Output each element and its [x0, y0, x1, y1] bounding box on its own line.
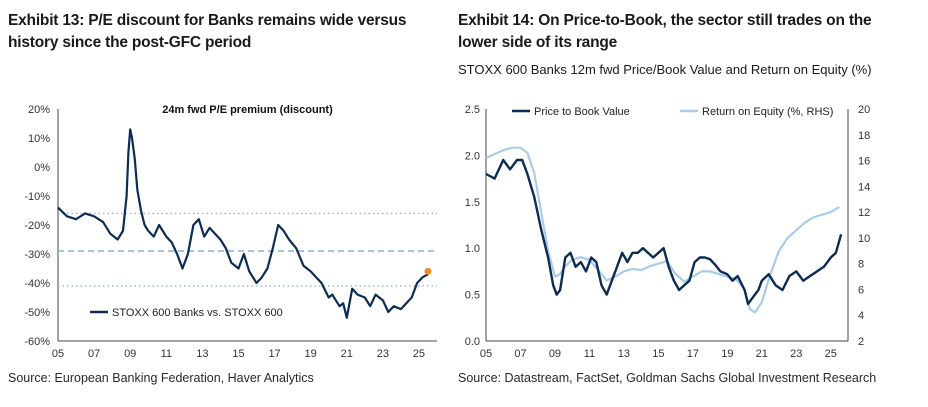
right-y-tick-label: 4	[858, 310, 864, 322]
x-tick-label: 19	[305, 348, 317, 360]
exhibit-14-source: Source: Datastream, FactSet, Goldman Sac…	[458, 371, 877, 385]
y-tick-label: 0%	[34, 162, 50, 174]
legend-label-return-on-equity: Return on Equity (%, RHS)	[702, 106, 833, 118]
y-tick-label: -40%	[24, 278, 50, 290]
latest-point-marker	[424, 267, 432, 275]
exhibit-13-panel: Exhibit 13: P/E discount for Banks remai…	[0, 0, 450, 407]
left-y-tick-label: 0.0	[465, 336, 480, 348]
y-tick-label: -20%	[24, 220, 50, 232]
right-y-tick-label: 12	[858, 207, 870, 219]
x-tick-label: 15	[652, 348, 664, 360]
x-tick-label: 05	[480, 348, 492, 360]
y-tick-label: -30%	[24, 249, 50, 261]
x-tick-label: 25	[825, 348, 837, 360]
x-tick-label: 17	[687, 348, 699, 360]
x-tick-label: 13	[196, 348, 208, 360]
x-tick-label: 21	[756, 348, 768, 360]
right-y-tick-label: 6	[858, 284, 864, 296]
y-tick-label: 20%	[28, 104, 50, 116]
right-y-tick-label: 10	[858, 233, 870, 245]
right-y-tick-label: 14	[858, 181, 870, 193]
series-line-banks-vs-stoxx	[57, 128, 429, 319]
x-tick-label: 21	[341, 348, 353, 360]
exhibit-13-source: Source: European Banking Federation, Hav…	[8, 371, 314, 385]
x-tick-label: 09	[124, 348, 136, 360]
x-tick-label: 13	[618, 348, 630, 360]
exhibit-14-title: Exhibit 14: On Price-to-Book, the sector…	[458, 12, 872, 51]
left-y-tick-label: 1.5	[465, 197, 480, 209]
chart-title: 24m fwd P/E premium (discount)	[162, 104, 333, 116]
x-tick-label: 23	[790, 348, 802, 360]
x-tick-label: 05	[52, 348, 64, 360]
y-tick-label: -60%	[24, 336, 50, 348]
x-tick-label: 19	[721, 348, 733, 360]
series-line-price-to-book	[485, 158, 843, 306]
legend-label: STOXX 600 Banks vs. STOXX 600	[112, 307, 283, 319]
right-y-tick-label: 2	[858, 336, 864, 348]
x-tick-label: 07	[514, 348, 526, 360]
x-tick-label: 25	[413, 348, 425, 360]
x-tick-label: 09	[549, 348, 561, 360]
right-y-tick-label: 8	[858, 259, 864, 271]
exhibit-14-panel: Exhibit 14: On Price-to-Book, the sector…	[450, 0, 928, 407]
exhibit-13-title: Exhibit 13: P/E discount for Banks remai…	[8, 12, 407, 51]
right-y-tick-label: 20	[858, 104, 870, 116]
x-tick-label: 17	[268, 348, 280, 360]
price-to-book-chart: 0.0 0.5 1.0 1.5 2.0 2.5 2 4 6 8 10 12 14 16 18 20 05 07 09…	[465, 104, 871, 360]
x-tick-label: 23	[377, 348, 389, 360]
left-y-tick-label: 1.0	[465, 243, 480, 255]
x-tick-label: 07	[88, 348, 100, 360]
exhibit-14-subtitle: STOXX 600 Banks 12m fwd Price/Book Value…	[458, 62, 872, 77]
legend-label-price-to-book: Price to Book Value	[534, 106, 630, 118]
left-y-tick-label: 2.5	[465, 104, 480, 116]
left-y-tick-label: 0.5	[465, 290, 480, 302]
series-line-return-on-equity	[485, 146, 840, 314]
left-y-tick-label: 2.0	[465, 150, 480, 162]
right-y-tick-label: 16	[858, 156, 870, 168]
x-tick-label: 11	[584, 348, 595, 360]
right-y-tick-label: 18	[858, 130, 870, 142]
y-tick-label: -50%	[24, 307, 50, 319]
x-tick-label: 11	[161, 348, 172, 360]
y-tick-label: -10%	[24, 191, 50, 203]
pe-premium-chart: 20% 10% 0% -10% -20% -30% -40% -50% -60%05 07 09 11…	[24, 104, 437, 360]
x-tick-label: 15	[232, 348, 244, 360]
y-tick-label: 10%	[28, 133, 50, 145]
